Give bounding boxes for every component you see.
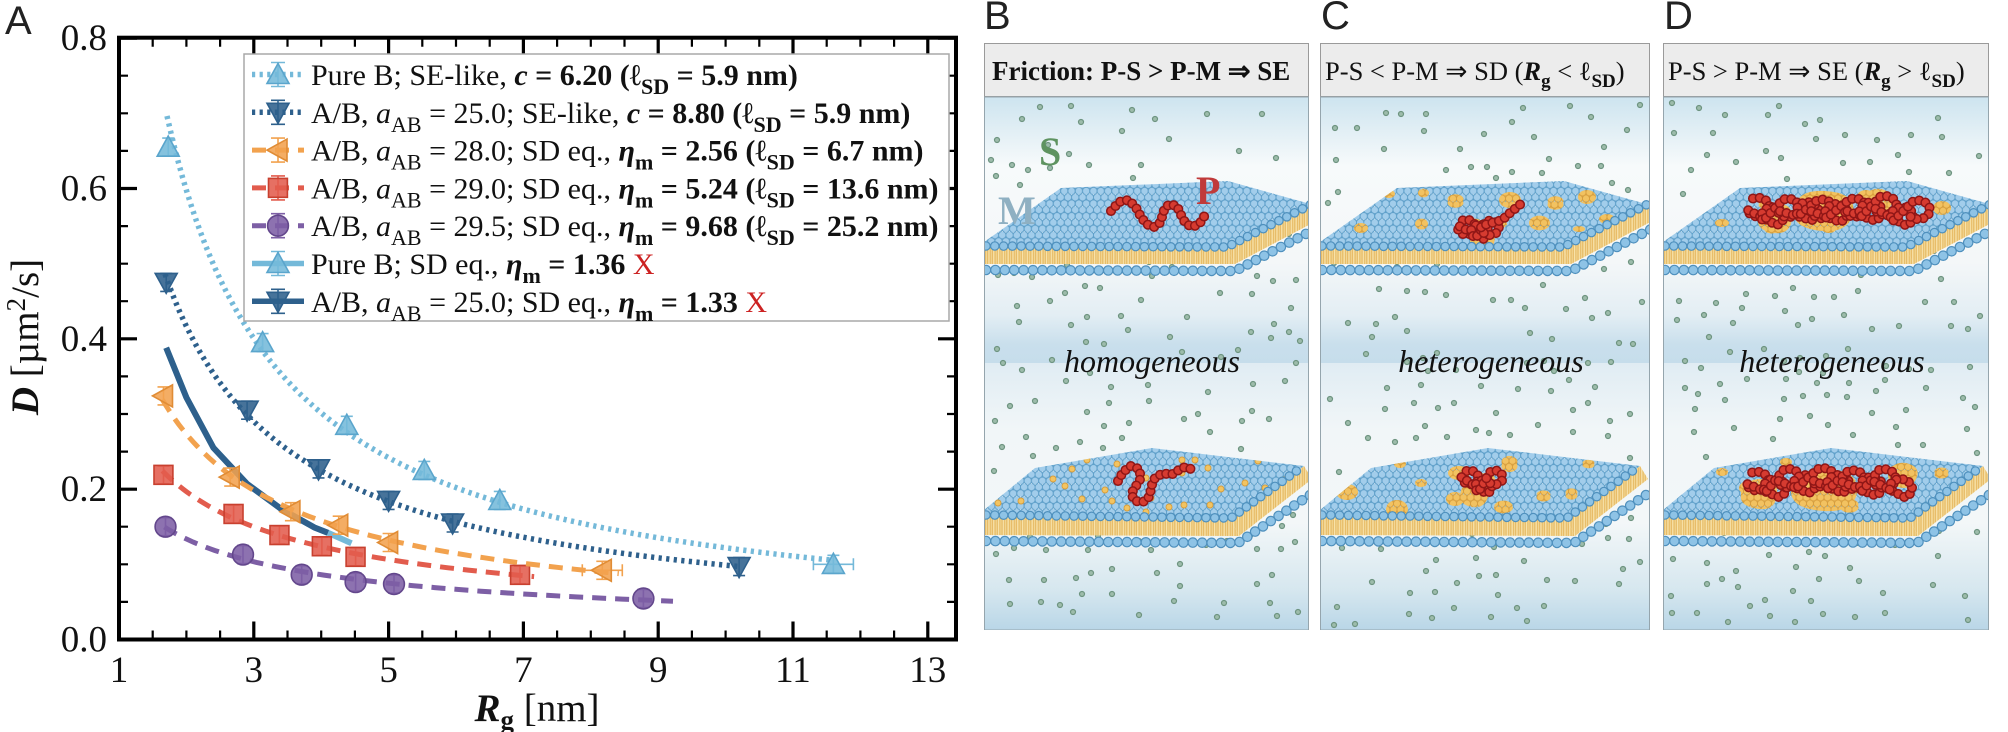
svg-text:homogeneous: homogeneous bbox=[1064, 343, 1240, 379]
svg-text:heterogeneous: heterogeneous bbox=[1398, 343, 1583, 379]
svg-text:3: 3 bbox=[245, 650, 264, 691]
svg-text:0.0: 0.0 bbox=[61, 620, 107, 661]
svg-text:0.4: 0.4 bbox=[61, 319, 107, 360]
svg-text:S: S bbox=[1039, 129, 1061, 174]
svg-text:11: 11 bbox=[775, 650, 811, 691]
svg-text:7: 7 bbox=[514, 650, 533, 691]
svg-text:M: M bbox=[998, 188, 1036, 233]
svg-text:Friction: P-S > P-M ⇒ SE: Friction: P-S > P-M ⇒ SE bbox=[992, 56, 1290, 86]
svg-text:0.2: 0.2 bbox=[61, 469, 107, 510]
svg-text:5: 5 bbox=[379, 650, 398, 691]
svg-text:0.8: 0.8 bbox=[61, 18, 107, 59]
svg-text:9: 9 bbox=[649, 650, 668, 691]
svg-text:D [µm2/s]: D [µm2/s] bbox=[1, 259, 47, 416]
svg-text:P: P bbox=[1196, 168, 1220, 213]
svg-text:0.6: 0.6 bbox=[61, 169, 107, 210]
svg-text:1: 1 bbox=[110, 650, 129, 691]
svg-text:heterogeneous: heterogeneous bbox=[1739, 343, 1924, 379]
svg-text:Rg [nm]: Rg [nm] bbox=[473, 687, 599, 732]
svg-text:13: 13 bbox=[909, 650, 946, 691]
